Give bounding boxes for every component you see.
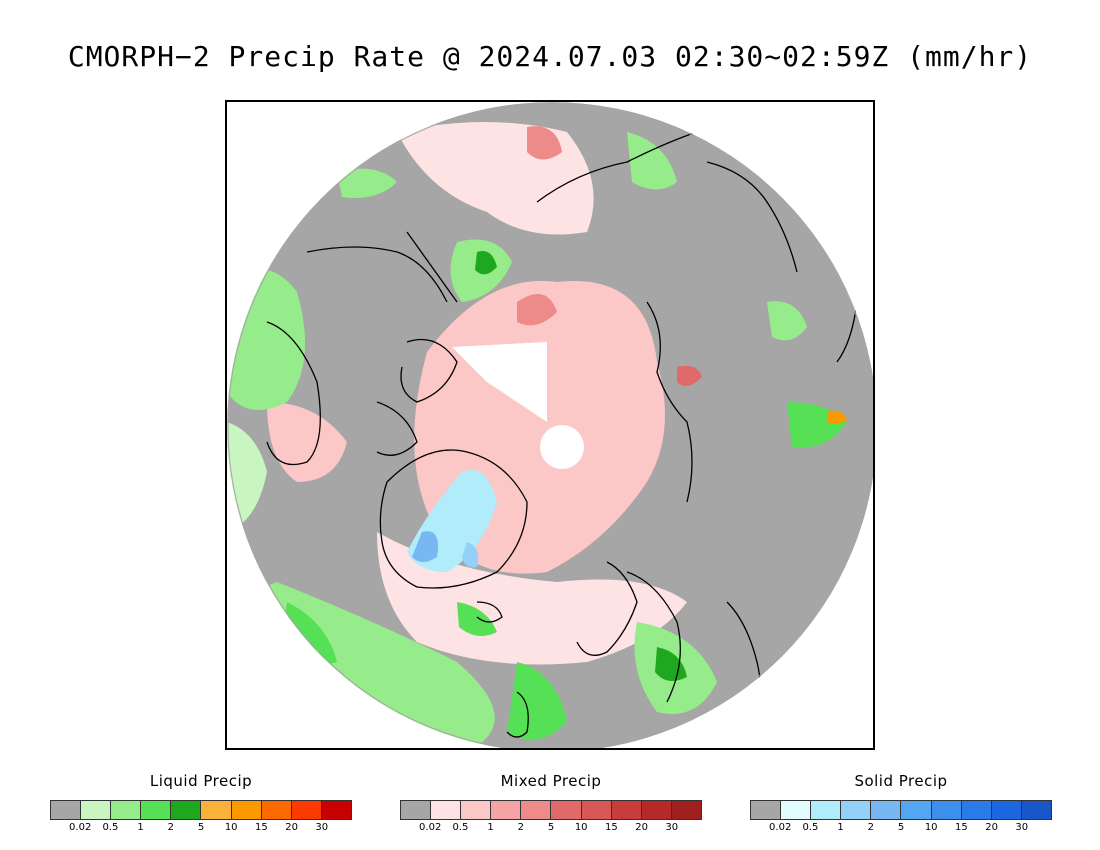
legend-swatch (201, 801, 232, 819)
legend-swatch (641, 801, 672, 819)
legend-tick-label: 1 (137, 822, 144, 833)
legend-tick-label: 10 (574, 822, 588, 833)
legend-tick-label: 20 (635, 822, 648, 833)
liquid-precip-area (457, 602, 497, 636)
legend-tick-label: 15 (605, 822, 618, 833)
legend-solid-precip: Solid Precip 0.02 0.5 1 2 5 10 15 20 30 (750, 772, 1052, 836)
legend-tick-label: 30 (1015, 822, 1029, 833)
legend-tick-label: 20 (985, 822, 998, 833)
legend-tick-label: 0.5 (452, 822, 469, 833)
liquid-precip-core (827, 410, 847, 425)
precip-map-svg (227, 102, 873, 748)
legend-tick-label: 5 (197, 822, 205, 833)
legend-title: Mixed Precip (500, 772, 602, 790)
no-data-area (452, 342, 547, 422)
legend-ticks: 0.02 0.5 1 2 5 10 15 20 30 (400, 822, 702, 836)
legend-swatch (811, 801, 842, 819)
legend-tick-label: 15 (255, 822, 268, 833)
legend-swatch (551, 801, 582, 819)
legend-tick-label: 0.02 (419, 822, 442, 833)
legend-swatch (961, 801, 992, 819)
legend-tick-label: 0.5 (102, 822, 119, 833)
legend-tick-label: 2 (867, 822, 874, 833)
legend-swatch (51, 801, 82, 819)
legend-tick-label: 10 (224, 822, 238, 833)
polar-map[interactable] (225, 100, 875, 750)
legend-swatch (401, 801, 432, 819)
legend-tick-label: 2 (167, 822, 174, 833)
legend-swatch (291, 801, 322, 819)
legend-swatch (901, 801, 932, 819)
no-data-area (540, 425, 584, 469)
legend-swatch (171, 801, 202, 819)
coastlines (266, 131, 858, 743)
solid-precip-core (412, 531, 438, 562)
legend-ticks: 0.02 0.5 1 2 5 10 15 20 30 (750, 822, 1052, 836)
legend-tick-label: 10 (924, 822, 938, 833)
legend-swatch (521, 801, 552, 819)
legend-swatch (141, 801, 172, 819)
legend-title: Solid Precip (854, 772, 948, 790)
solid-precip-core (462, 542, 479, 568)
mixed-precip-core (677, 365, 702, 386)
legend-tick-label: 0.02 (69, 822, 92, 833)
legend-swatch (231, 801, 262, 819)
legend-tick-label: 5 (547, 822, 555, 833)
mixed-precip-core (527, 126, 562, 160)
legend-tick-label: 1 (837, 822, 844, 833)
legend-swatch (781, 801, 812, 819)
legend-tick-label: 30 (315, 822, 329, 833)
legend-swatch (581, 801, 612, 819)
legend-tick-label: 0.02 (769, 822, 792, 833)
mixed-precip-core (517, 294, 557, 326)
legend-swatch (841, 801, 872, 819)
legend-title: Liquid Precip (149, 772, 253, 790)
legend-tick-label: 30 (665, 822, 679, 833)
legend-mixed-precip: Mixed Precip 0.02 0.5 1 2 5 10 15 20 30 (400, 772, 702, 836)
legend-swatch (261, 801, 292, 819)
legend-colorbar (50, 800, 352, 820)
legend-colorbar (750, 800, 1052, 820)
liquid-precip-area (767, 301, 807, 341)
map-title: CMORPH−2 Precip Rate @ 2024.07.03 02:30~… (67, 40, 1033, 73)
legend-swatch (611, 801, 642, 819)
liquid-precip-area (507, 662, 567, 740)
disk-edge (227, 102, 873, 748)
legend-swatch (111, 801, 142, 819)
liquid-precip-core (475, 251, 497, 275)
legend-tick-label: 15 (955, 822, 968, 833)
legend-colorbar (400, 800, 702, 820)
legend-swatch (321, 801, 351, 819)
mixed-precip-area (267, 402, 347, 482)
legend-swatch (931, 801, 962, 819)
legend-swatch (751, 801, 782, 819)
legend-swatch (671, 801, 701, 819)
legend-swatch (461, 801, 492, 819)
legend-swatch (991, 801, 1022, 819)
legend-swatch (1021, 801, 1051, 819)
legend-tick-label: 0.5 (802, 822, 819, 833)
liquid-precip-area (227, 269, 305, 410)
legend-tick-label: 1 (487, 822, 494, 833)
legend-swatch (431, 801, 462, 819)
legend-swatch (81, 801, 112, 819)
legend-swatch (491, 801, 522, 819)
legend-swatch (871, 801, 902, 819)
legend-tick-label: 2 (517, 822, 524, 833)
liquid-precip-area (337, 168, 397, 198)
liquid-precip-area (627, 132, 677, 190)
legend-liquid-precip: Liquid Precip 0.02 0.5 1 2 5 10 15 20 30 (50, 772, 352, 836)
legend-tick-label: 5 (897, 822, 905, 833)
legend-tick-label: 20 (285, 822, 298, 833)
liquid-precip-core (655, 647, 687, 681)
legend-ticks: 0.02 0.5 1 2 5 10 15 20 30 (50, 822, 352, 836)
